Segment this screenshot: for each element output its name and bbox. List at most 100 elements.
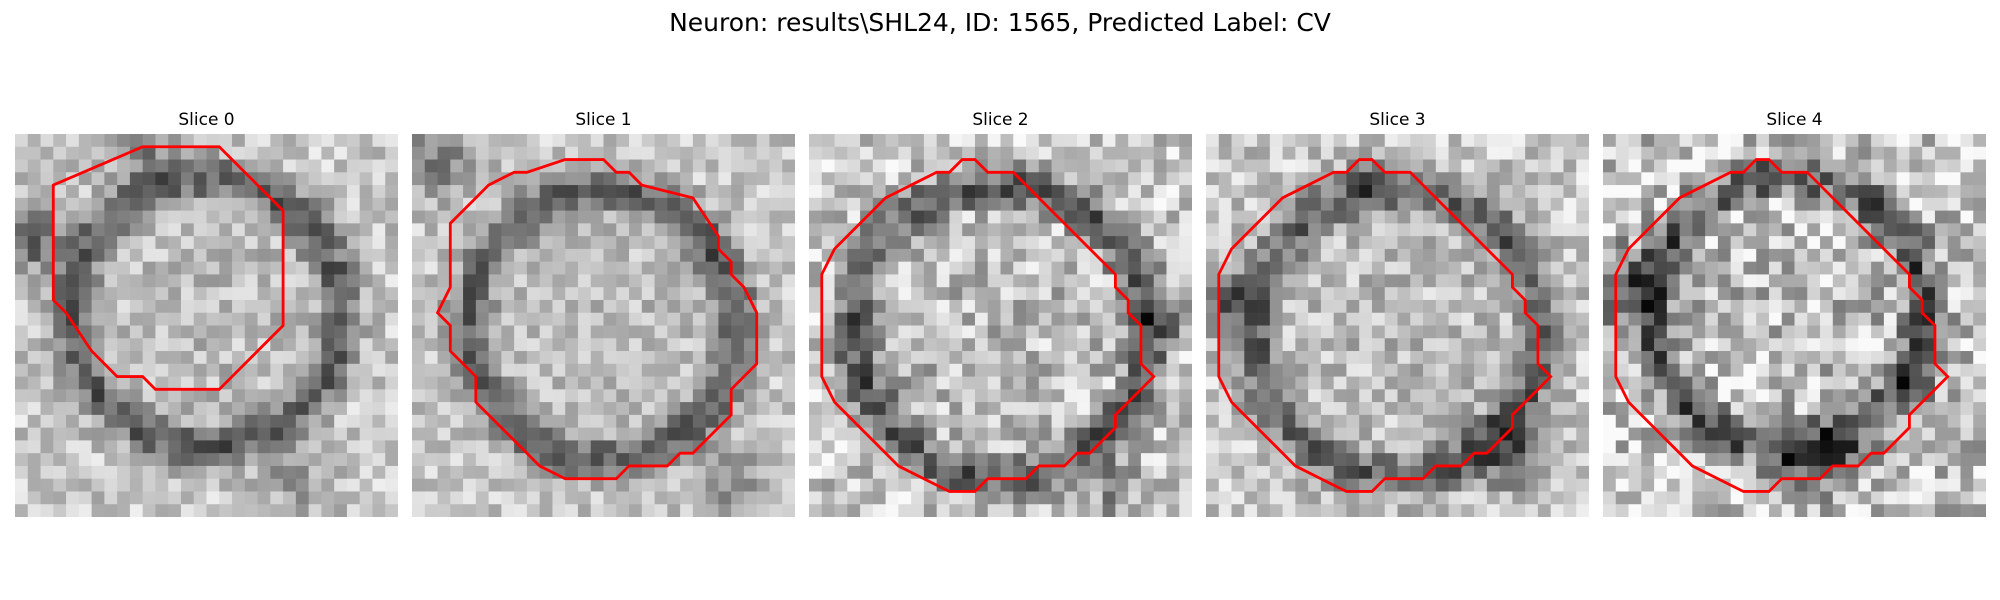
image-pixel (1282, 402, 1296, 416)
image-pixel (78, 210, 93, 224)
image-pixel (283, 465, 297, 480)
image-pixel (1563, 159, 1577, 173)
image-pixel (782, 338, 795, 352)
image-pixel (923, 414, 938, 429)
image-pixel (565, 338, 579, 352)
image-pixel (1474, 261, 1488, 275)
image-pixel (1628, 287, 1642, 301)
image-pixel (1743, 274, 1757, 288)
image-pixel (15, 248, 29, 263)
image-pixel (1486, 325, 1501, 339)
segmentation-contour (820, 158, 1156, 493)
image-pixel (1603, 210, 1617, 224)
image-pixel (1832, 185, 1847, 199)
image-pixel (206, 478, 220, 492)
image-pixel (1013, 287, 1027, 301)
image-pixel (1692, 325, 1706, 339)
image-pixel (257, 427, 271, 441)
image-pixel (193, 236, 208, 250)
image-pixel (654, 465, 668, 480)
image-pixel (654, 146, 668, 161)
image-pixel (1654, 274, 1668, 288)
image-pixel (1909, 248, 1923, 263)
image-pixel (1051, 236, 1065, 250)
image-pixel (577, 491, 592, 505)
image-pixel (974, 338, 989, 352)
image-pixel (1333, 248, 1347, 263)
image-pixel (718, 274, 732, 288)
image-pixel (936, 453, 950, 467)
image-pixel (1960, 274, 1974, 288)
image-pixel (1128, 504, 1142, 517)
image-pixel (1102, 453, 1116, 467)
image-pixel (244, 427, 259, 441)
image-pixel (463, 223, 477, 237)
image-pixel (1333, 414, 1347, 429)
image-pixel (117, 491, 131, 505)
image-pixel (1410, 299, 1424, 314)
image-pixel (821, 351, 836, 365)
image-pixel (705, 338, 719, 352)
image-pixel (66, 274, 80, 288)
image-pixel (1499, 287, 1513, 301)
image-pixel (1410, 478, 1424, 492)
image-pixel (412, 172, 426, 186)
image-pixel (1448, 351, 1462, 365)
image-pixel (847, 491, 861, 505)
image-pixel (898, 146, 912, 161)
image-pixel (437, 210, 451, 224)
image-pixel (488, 274, 502, 288)
image-pixel (809, 197, 823, 212)
image-pixel (872, 134, 887, 148)
image-pixel (1871, 248, 1885, 263)
image-pixel (962, 465, 976, 480)
image-pixel (1730, 491, 1744, 505)
image-pixel (885, 236, 899, 250)
image-pixel (1218, 465, 1233, 480)
image-pixel (1947, 159, 1961, 173)
image-pixel (834, 197, 848, 212)
image-pixel (1947, 478, 1961, 492)
image-pixel (1359, 427, 1373, 441)
image-pixel (1000, 146, 1014, 161)
image-pixel (295, 414, 310, 429)
image-pixel (1871, 465, 1885, 480)
image-pixel (1794, 134, 1808, 148)
image-pixel (565, 146, 579, 161)
image-pixel (1038, 325, 1053, 339)
image-pixel (1051, 427, 1065, 441)
image-pixel (1512, 261, 1526, 275)
image-pixel (1550, 236, 1564, 250)
image-pixel (1909, 338, 1923, 352)
image-pixel (1525, 363, 1539, 378)
image-pixel (1013, 210, 1027, 224)
image-pixel (359, 453, 373, 467)
image-pixel (1140, 172, 1155, 186)
image-pixel (1756, 248, 1770, 263)
image-pixel (936, 338, 950, 352)
image-pixel (53, 248, 67, 263)
image-pixel (1282, 389, 1296, 403)
image-pixel (270, 351, 284, 365)
image-pixel (168, 376, 182, 390)
image-pixel (1603, 159, 1617, 173)
image-pixel (705, 248, 719, 263)
image-pixel (1603, 299, 1617, 314)
image-pixel (424, 210, 439, 224)
image-pixel (359, 351, 373, 365)
image-pixel (1909, 172, 1923, 186)
image-pixel (1845, 274, 1859, 288)
image-pixel (1077, 223, 1091, 237)
image-pixel (1013, 402, 1027, 416)
image-pixel (590, 363, 605, 378)
image-pixel (782, 299, 795, 314)
image-pixel (129, 159, 144, 173)
image-pixel (1346, 299, 1360, 314)
image-pixel (1128, 134, 1142, 148)
image-pixel (463, 185, 477, 199)
image-pixel (667, 504, 681, 517)
image-pixel (1679, 338, 1693, 352)
image-pixel (782, 248, 795, 263)
image-pixel (1576, 287, 1589, 301)
image-pixel (1206, 465, 1220, 480)
